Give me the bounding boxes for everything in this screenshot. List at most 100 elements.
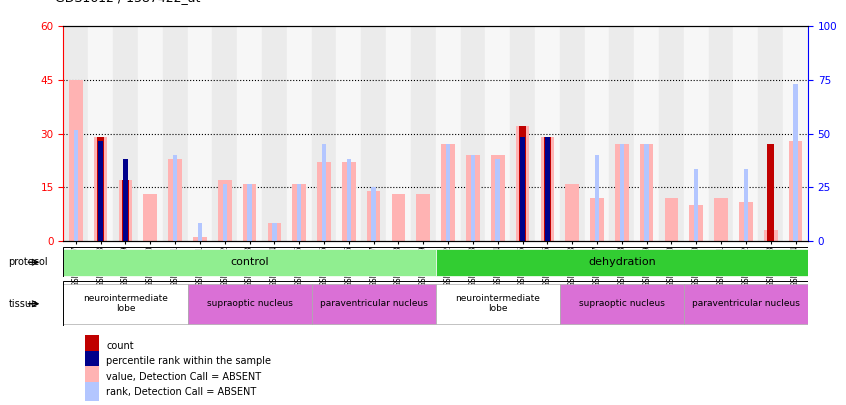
Text: neurointermediate
lobe: neurointermediate lobe xyxy=(455,294,540,313)
Bar xyxy=(466,155,480,241)
Bar xyxy=(94,137,107,241)
Bar xyxy=(88,26,113,241)
Text: supraoptic nucleus: supraoptic nucleus xyxy=(579,299,665,308)
Bar xyxy=(222,184,227,241)
Bar xyxy=(198,223,202,241)
Text: GDS1612 / 1387422_at: GDS1612 / 1387422_at xyxy=(55,0,201,4)
Bar xyxy=(486,26,510,241)
Bar xyxy=(446,145,450,241)
Bar xyxy=(436,26,460,241)
Bar xyxy=(619,145,624,241)
Bar xyxy=(694,169,699,241)
Text: supraoptic nucleus: supraoptic nucleus xyxy=(206,299,293,308)
Bar xyxy=(118,180,132,241)
Bar xyxy=(634,26,659,241)
Bar xyxy=(544,137,551,241)
Bar xyxy=(237,26,262,241)
Bar xyxy=(162,26,188,241)
Bar xyxy=(293,184,306,241)
Bar xyxy=(173,155,178,241)
Bar xyxy=(321,145,327,241)
Bar xyxy=(371,187,376,241)
Bar xyxy=(684,284,808,324)
Bar xyxy=(63,26,88,241)
Bar xyxy=(243,184,256,241)
Bar xyxy=(124,159,128,241)
Bar xyxy=(69,80,83,241)
Text: percentile rank within the sample: percentile rank within the sample xyxy=(107,356,272,366)
Bar xyxy=(218,180,232,241)
Bar xyxy=(311,284,436,324)
Bar xyxy=(764,230,777,241)
Bar xyxy=(74,130,78,241)
Bar xyxy=(794,83,798,241)
Bar xyxy=(436,284,560,324)
Bar xyxy=(392,194,405,241)
Bar xyxy=(591,198,604,241)
Bar xyxy=(565,184,579,241)
Bar xyxy=(545,137,550,241)
Bar xyxy=(85,382,99,403)
Bar xyxy=(496,159,500,241)
Bar xyxy=(758,26,783,241)
Bar xyxy=(85,335,99,356)
Bar xyxy=(287,26,311,241)
Bar xyxy=(470,155,475,241)
Bar xyxy=(519,126,526,241)
Bar xyxy=(124,159,128,241)
Bar xyxy=(541,137,554,241)
Bar xyxy=(122,180,129,241)
Bar xyxy=(767,145,774,241)
Bar xyxy=(585,26,609,241)
Bar xyxy=(311,26,337,241)
Bar xyxy=(386,26,411,241)
Bar xyxy=(97,137,104,241)
Bar xyxy=(193,237,206,241)
Bar xyxy=(560,284,684,324)
Bar xyxy=(744,169,748,241)
Bar xyxy=(640,145,653,241)
Text: rank, Detection Call = ABSENT: rank, Detection Call = ABSENT xyxy=(107,388,256,397)
Bar xyxy=(63,284,188,324)
Text: paraventricular nucleus: paraventricular nucleus xyxy=(692,299,799,308)
Bar xyxy=(247,184,252,241)
Bar xyxy=(733,26,758,241)
Bar xyxy=(272,223,277,241)
Text: neurointermediate
lobe: neurointermediate lobe xyxy=(83,294,168,313)
Bar xyxy=(168,159,182,241)
Bar xyxy=(63,281,808,326)
Bar xyxy=(709,26,733,241)
Bar xyxy=(560,26,585,241)
Text: count: count xyxy=(107,341,134,351)
Text: dehydration: dehydration xyxy=(588,257,656,267)
Bar xyxy=(113,26,138,241)
Bar xyxy=(297,184,301,241)
Bar xyxy=(63,249,436,276)
Bar xyxy=(262,26,287,241)
Bar xyxy=(367,191,381,241)
Bar xyxy=(783,26,808,241)
Bar xyxy=(347,159,351,241)
Bar xyxy=(144,194,157,241)
Bar xyxy=(768,230,773,241)
Bar xyxy=(337,26,361,241)
Bar xyxy=(460,26,486,241)
Text: value, Detection Call = ABSENT: value, Detection Call = ABSENT xyxy=(107,372,261,382)
Bar xyxy=(98,141,103,241)
Bar xyxy=(545,137,550,241)
Bar xyxy=(615,145,629,241)
Bar xyxy=(442,145,455,241)
Text: paraventricular nucleus: paraventricular nucleus xyxy=(320,299,427,308)
Bar xyxy=(684,26,709,241)
Bar xyxy=(98,141,103,241)
Bar xyxy=(188,26,212,241)
Text: control: control xyxy=(230,257,269,267)
Bar xyxy=(188,284,311,324)
Bar xyxy=(267,223,281,241)
Text: tissue: tissue xyxy=(8,299,37,309)
Bar xyxy=(212,26,237,241)
Bar xyxy=(609,26,634,241)
Bar xyxy=(714,198,728,241)
Bar xyxy=(659,26,684,241)
Bar xyxy=(85,351,99,372)
